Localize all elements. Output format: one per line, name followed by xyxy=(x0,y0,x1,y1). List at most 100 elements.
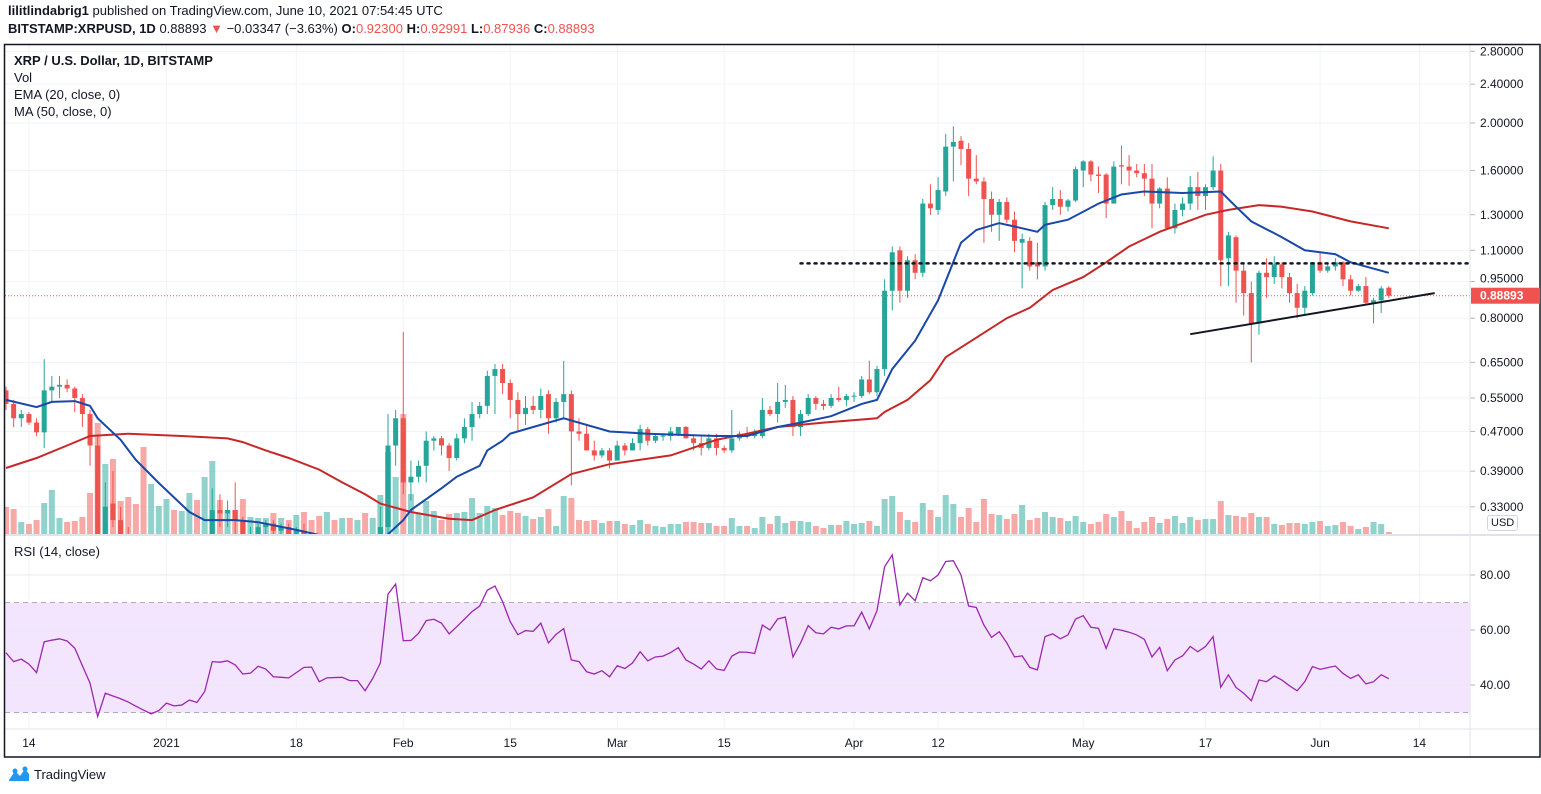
candle xyxy=(545,390,551,434)
candle xyxy=(340,542,345,558)
candle-body xyxy=(293,530,299,534)
volume-bar xyxy=(1263,517,1270,534)
candle xyxy=(1241,264,1247,316)
candle xyxy=(1271,256,1277,284)
volume-bar xyxy=(407,494,414,534)
candle-body xyxy=(309,538,314,542)
volume-bar xyxy=(1087,524,1094,534)
candle-body xyxy=(118,520,124,534)
candle xyxy=(355,546,360,562)
candle-body xyxy=(26,414,32,423)
candle xyxy=(874,365,880,397)
volume-bar xyxy=(163,499,170,534)
volume-bar xyxy=(1301,524,1308,534)
candle-body xyxy=(1118,165,1124,167)
volume-bar xyxy=(48,490,55,534)
candle xyxy=(805,394,811,417)
candle xyxy=(568,390,574,486)
volume-bar xyxy=(1003,519,1010,534)
volume-bar xyxy=(751,528,758,534)
candle-body xyxy=(56,384,62,387)
candle-body xyxy=(981,181,987,199)
volume-bar xyxy=(1240,517,1247,534)
candle-body xyxy=(820,403,826,406)
candle xyxy=(187,570,192,593)
candle-body xyxy=(454,438,460,458)
candle xyxy=(1065,198,1071,212)
volume-bar xyxy=(1095,522,1102,534)
candle-body xyxy=(905,260,911,291)
volume-bar xyxy=(392,477,399,534)
volume-bar xyxy=(560,496,567,534)
volume-bar xyxy=(1286,523,1293,534)
volume-bar xyxy=(423,501,430,534)
volume-bar xyxy=(1294,523,1301,534)
candle-body xyxy=(523,407,529,415)
candle-body xyxy=(416,465,422,477)
rsi-tick-label: 60.00 xyxy=(1480,623,1510,637)
legend-rsi[interactable]: RSI (14, close) xyxy=(14,544,100,559)
price-tick-label: 2.00000 xyxy=(1480,116,1524,130)
tradingview-brand[interactable]: TradingView xyxy=(34,766,106,782)
candle xyxy=(973,155,979,185)
volume-bar xyxy=(125,497,132,534)
volume-bar xyxy=(644,524,651,534)
candle xyxy=(18,409,24,427)
volume-bar xyxy=(637,520,644,534)
candle-body xyxy=(477,405,483,415)
volume-bar xyxy=(186,493,193,534)
candle-body xyxy=(1034,262,1040,267)
candle xyxy=(195,575,200,594)
candle-body xyxy=(591,450,597,456)
candle-body xyxy=(660,435,666,437)
volume-bar xyxy=(476,513,483,534)
volume-bar xyxy=(1064,521,1071,534)
volume-bar xyxy=(369,518,376,534)
candle-body xyxy=(1225,235,1231,259)
candle xyxy=(1134,163,1140,178)
volume-bar xyxy=(140,447,147,534)
candle-body xyxy=(1157,188,1163,204)
candle-body xyxy=(1309,262,1315,294)
volume-bar xyxy=(935,517,942,534)
legend-vol[interactable]: Vol xyxy=(14,70,33,85)
legend-title[interactable]: XRP / U.S. Dollar, 1D, BITSTAMP xyxy=(14,53,213,68)
candle-body xyxy=(1134,170,1140,174)
candle-body xyxy=(1004,202,1010,220)
candle xyxy=(225,500,231,528)
time-tick-label: Mar xyxy=(607,736,628,750)
volume-bar xyxy=(354,520,361,534)
candle xyxy=(912,254,918,280)
volume-bar xyxy=(698,523,705,534)
candle xyxy=(484,370,490,415)
candle-body xyxy=(1180,203,1186,210)
candle-body xyxy=(1302,290,1308,308)
legend-ma[interactable]: MA (50, close, 0) xyxy=(14,104,112,119)
volume-bar xyxy=(896,512,903,534)
candle-body xyxy=(813,397,819,404)
trend-line[interactable] xyxy=(1190,292,1435,336)
currency-badge[interactable]: USD xyxy=(1487,515,1519,531)
candle xyxy=(889,246,895,311)
candle-body xyxy=(912,260,918,273)
candle-body xyxy=(1363,286,1369,303)
legend-ema[interactable]: EMA (20, close, 0) xyxy=(14,87,121,102)
candle xyxy=(996,198,1002,241)
volume-bar xyxy=(293,515,300,534)
candle-body xyxy=(1080,161,1086,171)
volume-bar xyxy=(828,525,835,534)
volume-bar xyxy=(148,484,155,534)
volume-bar xyxy=(239,499,246,534)
volume-bar xyxy=(736,526,743,534)
candle-body xyxy=(324,550,329,558)
candle-body xyxy=(1378,288,1384,301)
author-name[interactable]: lilitlindabrig1 xyxy=(8,3,89,18)
price-tick-label: 0.95000 xyxy=(1480,272,1524,286)
volume-bar xyxy=(721,526,728,534)
tradingview-logo-icon[interactable] xyxy=(8,766,30,782)
volume-bar xyxy=(988,514,995,534)
candle-body xyxy=(843,396,849,400)
candle xyxy=(263,520,269,534)
candle-body xyxy=(270,523,276,531)
